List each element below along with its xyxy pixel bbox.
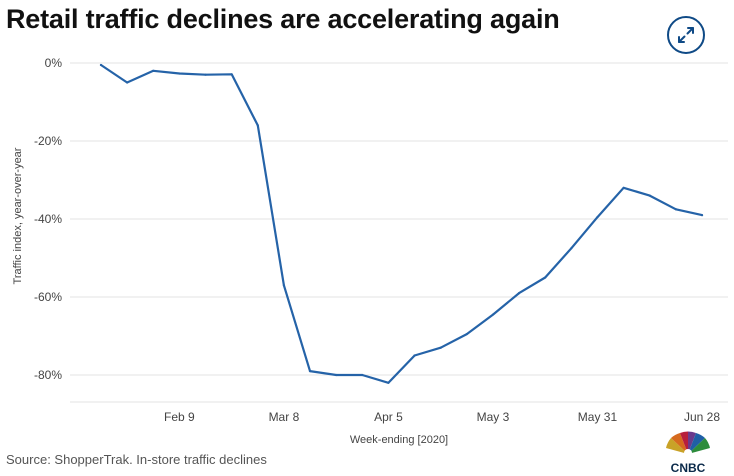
data-point (99, 63, 103, 67)
y-tick-label: 0% (45, 56, 63, 70)
data-point (570, 247, 573, 250)
data-point (126, 81, 129, 84)
data-point (465, 332, 468, 336)
x-tick-label: Apr 5 (374, 410, 403, 424)
x-tick-label: Jun 28 (684, 410, 720, 424)
data-point (178, 72, 181, 75)
nbc-peacock-logo: CNBC (666, 431, 710, 474)
x-axis-title: Week-ending [2020] (350, 434, 448, 446)
cnbc-logo-text: CNBC (671, 461, 706, 474)
data-point (648, 194, 651, 197)
line-chart: 0% -20% -40% -60% -80% Feb 9 Mar 8 Apr 5 May 3 M… (12, 56, 728, 446)
x-tick-label: Mar 8 (269, 410, 300, 424)
chart-title: Retail traffic declines are accelerating… (6, 4, 560, 34)
data-point (282, 284, 286, 287)
data-point (152, 69, 155, 72)
data-point (544, 276, 547, 279)
data-point (361, 373, 364, 377)
data-point (517, 292, 521, 295)
y-tick-label: -20% (34, 134, 62, 148)
source-note: Source: ShopperTrak. In-store traffic de… (6, 452, 267, 467)
x-tick-label: May 31 (578, 410, 618, 424)
data-point (230, 73, 233, 76)
series-line (99, 63, 704, 384)
data-point (700, 214, 704, 217)
y-tick-label: -40% (34, 212, 62, 226)
data-point (256, 124, 259, 127)
series-points (99, 63, 704, 384)
data-point (413, 354, 416, 357)
data-point (308, 370, 312, 373)
data-point (491, 313, 495, 316)
data-point (387, 381, 390, 384)
expand-button[interactable] (667, 16, 705, 54)
data-point (622, 186, 625, 189)
data-point (674, 208, 677, 211)
expand-arrows-icon (678, 27, 694, 43)
data-point (439, 346, 442, 349)
x-tick-label: Feb 9 (164, 410, 195, 424)
x-tick-label: May 3 (477, 410, 510, 424)
x-axis-labels: Feb 9 Mar 8 Apr 5 May 3 May 31 Jun 28 (164, 410, 720, 424)
y-axis-title: Traffic index, year-over-year (12, 147, 24, 284)
y-tick-label: -80% (34, 368, 62, 382)
data-point (335, 373, 338, 377)
gridlines (70, 62, 728, 403)
y-tick-label: -60% (34, 290, 62, 304)
data-point (596, 215, 599, 219)
data-point (204, 73, 207, 76)
y-axis-labels: 0% -20% -40% -60% -80% (34, 56, 62, 382)
